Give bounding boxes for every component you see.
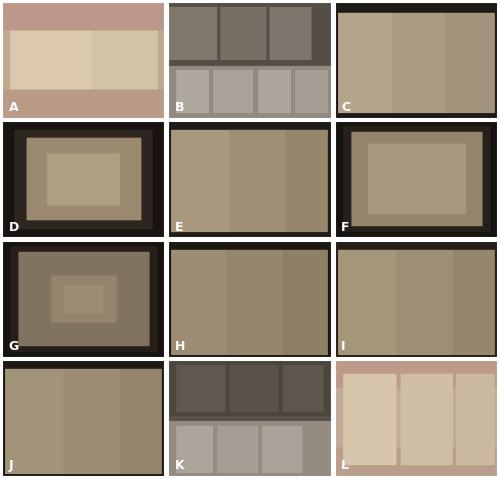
Text: K: K: [175, 459, 184, 472]
Text: L: L: [341, 459, 349, 472]
Text: F: F: [341, 221, 349, 234]
Text: B: B: [175, 102, 184, 114]
Text: A: A: [8, 102, 18, 114]
Text: G: G: [8, 340, 19, 353]
Text: I: I: [341, 340, 345, 353]
Text: J: J: [8, 459, 13, 472]
Text: H: H: [175, 340, 185, 353]
Text: C: C: [341, 102, 350, 114]
Text: D: D: [8, 221, 19, 234]
Text: E: E: [175, 221, 184, 234]
